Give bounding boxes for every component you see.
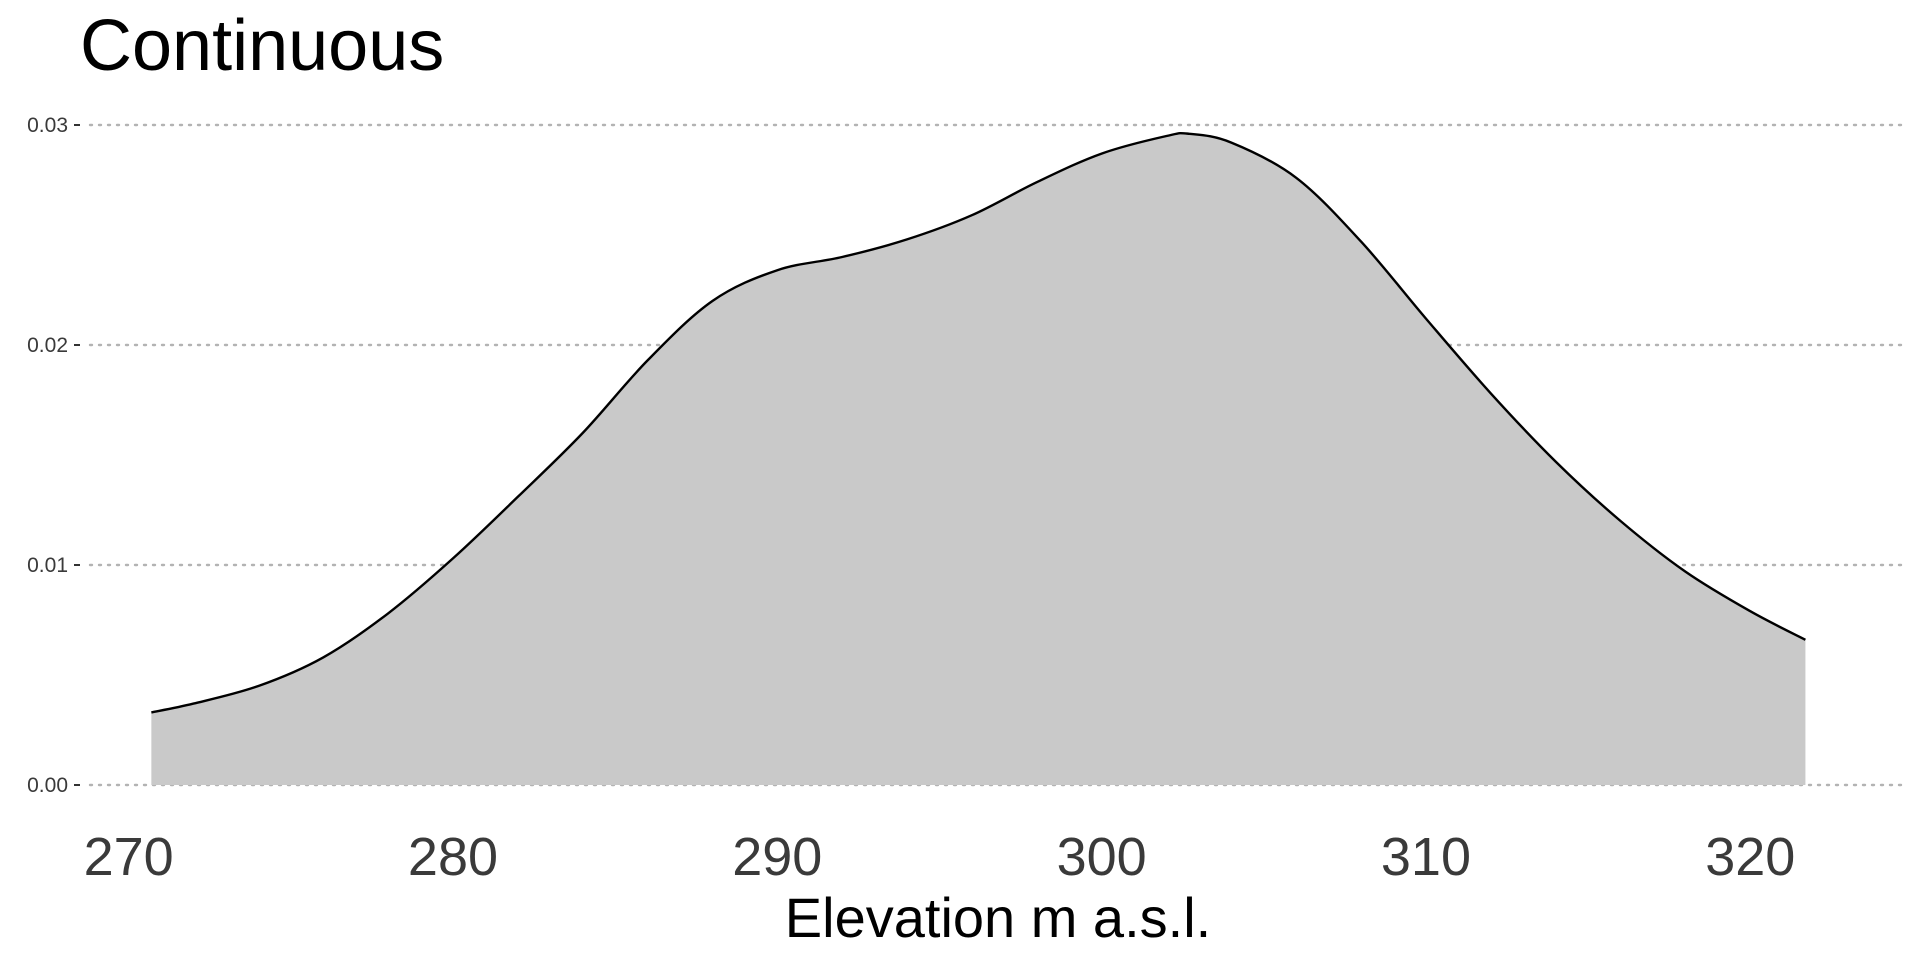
y-tick-label: 0.00 bbox=[27, 774, 68, 797]
y-tick-label: 0.01 bbox=[27, 554, 68, 577]
x-tick-label: 280 bbox=[408, 827, 498, 887]
y-tick-label: 0.02 bbox=[27, 334, 68, 357]
x-tick-label: 290 bbox=[732, 827, 822, 887]
density-line bbox=[151, 131, 1806, 714]
x-tick-label: 320 bbox=[1705, 827, 1795, 887]
x-axis-label: Elevation m a.s.l. bbox=[785, 886, 1211, 949]
x-axis-ticks: 270 280 290 300 310 320 bbox=[84, 827, 1796, 887]
x-tick-label: 300 bbox=[1057, 827, 1147, 887]
density-area-layer bbox=[151, 131, 1806, 786]
y-tick-label: 0.03 bbox=[27, 114, 68, 137]
y-axis-ticks: 0.00 0.01 0.02 0.03 bbox=[27, 114, 80, 797]
density-area bbox=[151, 133, 1806, 786]
x-tick-label: 270 bbox=[84, 827, 174, 887]
x-tick-label: 310 bbox=[1381, 827, 1471, 887]
chart-title: Continuous bbox=[80, 6, 444, 86]
